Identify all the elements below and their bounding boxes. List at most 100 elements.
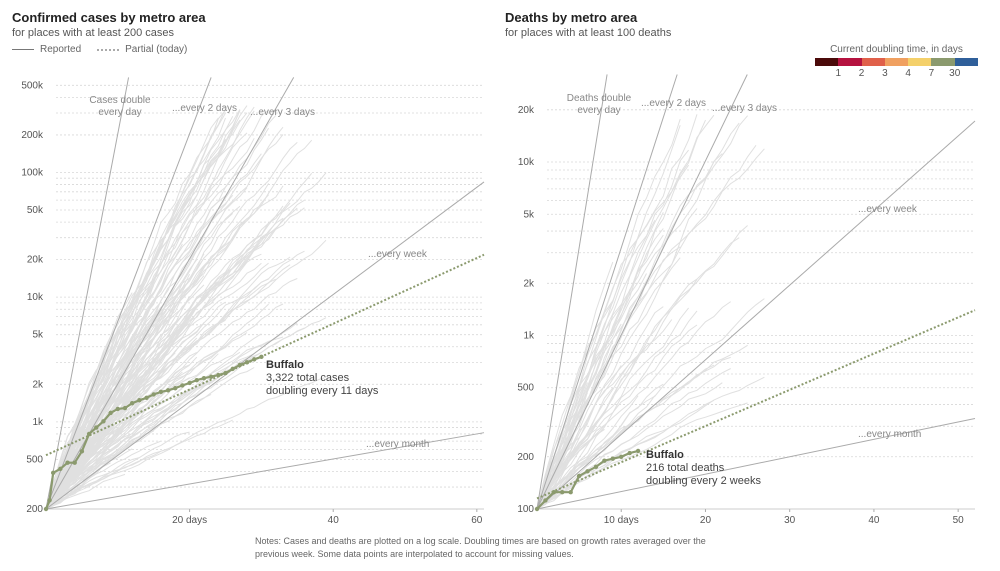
background-series-line bbox=[45, 185, 198, 510]
doubling-swatch-0 bbox=[815, 58, 839, 66]
doubling-scale-labels: 1 2 3 4 7 30 bbox=[815, 68, 978, 80]
highlight-point bbox=[129, 401, 135, 406]
background-series-line bbox=[45, 327, 305, 510]
reference-label: ...every month bbox=[858, 429, 921, 440]
background-series-line bbox=[45, 457, 140, 510]
y-tick-label: 50k bbox=[27, 205, 44, 216]
doubling-color-scale bbox=[815, 58, 978, 66]
background-series-line bbox=[536, 382, 723, 510]
reported-swatch bbox=[12, 49, 34, 50]
highlight-point bbox=[65, 460, 70, 465]
x-tick-label: 20 bbox=[700, 515, 712, 526]
reference-label: ...every 3 days bbox=[712, 103, 777, 114]
background-series-line bbox=[45, 353, 255, 510]
doubling-label-30: 30 bbox=[949, 68, 961, 79]
x-tick-label: 60 bbox=[471, 515, 483, 526]
doubling-label-1: 1 bbox=[835, 68, 842, 79]
highlight-point bbox=[158, 389, 164, 395]
y-tick-label: 10k bbox=[518, 157, 535, 168]
highlight-projection bbox=[536, 309, 976, 500]
y-tick-label: 200k bbox=[21, 130, 44, 141]
background-series-line bbox=[45, 353, 219, 510]
deaths-chart-title: Deaths by metro area bbox=[505, 10, 638, 25]
highlight-name: Buffalo bbox=[646, 449, 684, 461]
background-series-line bbox=[45, 448, 169, 510]
reference-label: ...every week bbox=[858, 204, 918, 215]
reference-line-1-days bbox=[536, 74, 608, 510]
doubling-label-7: 7 bbox=[928, 68, 935, 79]
highlight-point bbox=[72, 460, 77, 465]
highlight-point bbox=[259, 354, 264, 360]
y-tick-label: 10k bbox=[27, 292, 44, 303]
highlight-point bbox=[86, 431, 92, 437]
highlight-point bbox=[187, 380, 192, 386]
background-series-line bbox=[45, 112, 226, 510]
background-series-line bbox=[536, 402, 748, 510]
highlight-point bbox=[593, 464, 599, 470]
background-series-line bbox=[45, 134, 284, 510]
y-tick-label: 500 bbox=[517, 383, 534, 394]
highlight-point bbox=[194, 377, 199, 383]
y-tick-label: 1k bbox=[523, 331, 535, 342]
y-tick-label: 100k bbox=[21, 167, 44, 178]
background-series-line bbox=[536, 228, 664, 510]
doubling-swatch-2 bbox=[861, 58, 885, 66]
y-tick-label: 5k bbox=[32, 330, 44, 341]
background-series-line bbox=[45, 109, 241, 510]
highlight-total: 3,322 total cases bbox=[266, 372, 350, 384]
reference-line-3-days bbox=[536, 74, 748, 510]
y-tick-label: 100 bbox=[517, 504, 534, 515]
background-series-line bbox=[536, 310, 698, 510]
highlight-point bbox=[50, 470, 56, 476]
reference-line-2-days bbox=[536, 74, 678, 510]
highlight-point bbox=[216, 372, 221, 378]
background-series-line bbox=[45, 142, 298, 510]
y-tick-label: 1k bbox=[32, 417, 44, 428]
x-tick-label: 40 bbox=[868, 515, 880, 526]
doubling-time-legend: Current doubling time, in days 1 2 3 4 7 30 bbox=[815, 44, 978, 80]
reference-line-7-days bbox=[45, 181, 485, 510]
y-tick-label: 500k bbox=[21, 80, 44, 91]
y-tick-label: 200 bbox=[517, 452, 534, 463]
cases-chart-subtitle: for places with at least 200 cases bbox=[12, 27, 175, 39]
highlight-point bbox=[58, 466, 63, 472]
background-series-line bbox=[45, 109, 226, 510]
highlight-point bbox=[122, 405, 128, 411]
y-tick-label: 200 bbox=[26, 504, 43, 515]
highlight-point bbox=[619, 454, 624, 459]
highlight-point bbox=[108, 410, 113, 416]
reference-label: ...every 2 days bbox=[172, 103, 237, 114]
doubling-label-3: 3 bbox=[882, 68, 888, 79]
highlight-point bbox=[165, 388, 171, 393]
highlight-point bbox=[602, 458, 607, 463]
highlight-point bbox=[585, 469, 590, 474]
highlight-point bbox=[252, 357, 257, 362]
highlight-total: 216 total deaths bbox=[646, 462, 725, 474]
y-tick-label: 500 bbox=[26, 454, 43, 465]
highlight-point bbox=[173, 386, 178, 391]
highlight-point bbox=[560, 489, 565, 495]
background-series-line bbox=[536, 115, 748, 510]
highlight-point bbox=[94, 425, 99, 430]
x-tick-label: 20 days bbox=[172, 515, 207, 526]
highlight-doubling: doubling every 11 days bbox=[266, 385, 379, 397]
y-tick-label: 5k bbox=[523, 209, 535, 220]
doubling-swatch-1 bbox=[838, 58, 862, 66]
background-series-line bbox=[536, 428, 605, 510]
background-series-line bbox=[536, 405, 580, 510]
highlight-point bbox=[137, 398, 142, 403]
background-series-line bbox=[45, 431, 190, 510]
background-series-line bbox=[536, 307, 689, 510]
reference-label: ...every 2 days bbox=[641, 98, 706, 109]
background-series-line bbox=[45, 278, 277, 510]
background-series-line bbox=[45, 109, 241, 510]
background-series-line bbox=[45, 172, 313, 510]
chart-notes: Notes: Cases and deaths are plotted on a… bbox=[255, 536, 706, 559]
reference-line-3-days bbox=[45, 77, 295, 510]
line-style-legend: Reported Partial (today) bbox=[12, 44, 187, 55]
reference-line-30-days bbox=[536, 417, 976, 510]
highlight-point bbox=[230, 366, 235, 372]
highlight-point bbox=[543, 498, 548, 503]
x-tick-label: 50 bbox=[953, 515, 965, 526]
highlight-point bbox=[576, 473, 582, 479]
